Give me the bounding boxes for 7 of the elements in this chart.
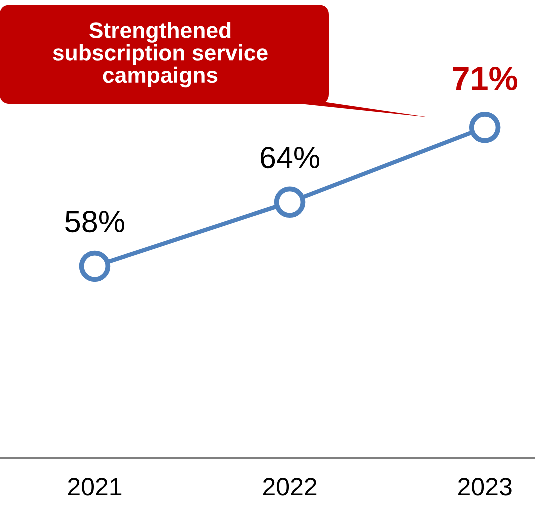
x-tick-label: 2022 xyxy=(263,478,317,496)
data-label: 64% xyxy=(261,146,320,169)
data-label: 58% xyxy=(66,211,124,233)
data-label: 71% xyxy=(453,67,518,90)
text: Strengthened subscription service campaigns xyxy=(53,22,268,88)
x-tick-label: 2023 xyxy=(458,478,512,496)
x-tick-label: 2021 xyxy=(68,478,122,496)
